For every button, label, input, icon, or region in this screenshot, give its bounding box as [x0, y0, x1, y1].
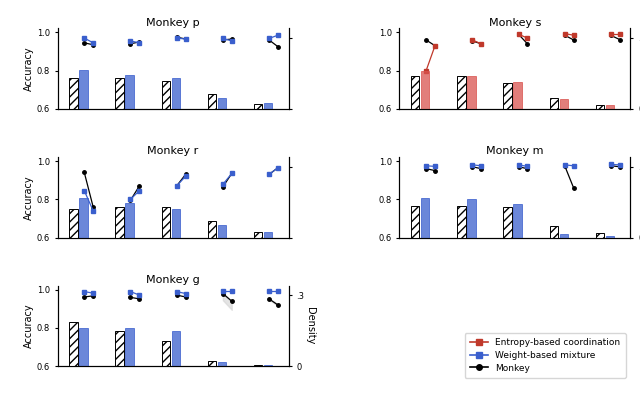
Bar — [218, 225, 226, 238]
Bar — [115, 78, 124, 109]
Y-axis label: Accuracy: Accuracy — [24, 46, 34, 91]
Bar — [264, 365, 272, 366]
Bar — [172, 209, 180, 238]
Title: Monkey s: Monkey s — [489, 18, 541, 28]
Bar — [79, 198, 88, 238]
Bar — [218, 362, 226, 366]
Bar — [172, 78, 180, 109]
Bar — [559, 234, 568, 238]
Bar — [254, 232, 262, 238]
Bar — [115, 331, 124, 366]
Bar — [264, 232, 272, 238]
Bar — [467, 76, 476, 109]
Bar — [264, 103, 272, 109]
Bar — [606, 236, 614, 238]
Title: Monkey m: Monkey m — [486, 147, 543, 156]
Bar — [69, 209, 77, 238]
Bar — [596, 105, 604, 109]
Bar — [411, 206, 419, 238]
Bar — [421, 198, 429, 238]
Bar — [208, 361, 216, 366]
Title: Monkey g: Monkey g — [146, 275, 200, 285]
Bar — [550, 98, 558, 109]
Bar — [559, 99, 568, 109]
Bar — [162, 81, 170, 109]
Bar — [596, 233, 604, 238]
Bar — [115, 207, 124, 238]
Bar — [208, 221, 216, 238]
Bar — [421, 70, 429, 109]
Bar — [457, 206, 465, 238]
Title: Monkey r: Monkey r — [147, 147, 198, 156]
Bar — [254, 104, 262, 109]
Bar — [125, 203, 134, 238]
Bar — [79, 328, 88, 366]
Bar — [411, 76, 419, 109]
Bar — [513, 83, 522, 109]
Y-axis label: Accuracy: Accuracy — [24, 175, 34, 220]
Bar — [606, 105, 614, 109]
Bar — [162, 207, 170, 238]
Bar — [504, 83, 512, 109]
Bar — [550, 226, 558, 238]
Bar — [513, 204, 522, 238]
Bar — [69, 78, 77, 109]
Y-axis label: Density: Density — [305, 307, 316, 345]
Bar — [69, 322, 77, 366]
Y-axis label: Accuracy: Accuracy — [24, 304, 34, 348]
Bar — [504, 207, 512, 238]
Bar — [125, 74, 134, 109]
Bar — [254, 365, 262, 366]
Bar — [172, 331, 180, 366]
Bar — [79, 70, 88, 109]
Bar — [162, 341, 170, 366]
Bar — [218, 98, 226, 109]
Bar — [457, 76, 465, 109]
Bar — [467, 199, 476, 238]
Title: Monkey p: Monkey p — [147, 18, 200, 28]
Bar — [208, 94, 216, 109]
Legend: Entropy-based coordination, Weight-based mixture, Monkey: Entropy-based coordination, Weight-based… — [465, 333, 626, 378]
Bar — [125, 328, 134, 366]
